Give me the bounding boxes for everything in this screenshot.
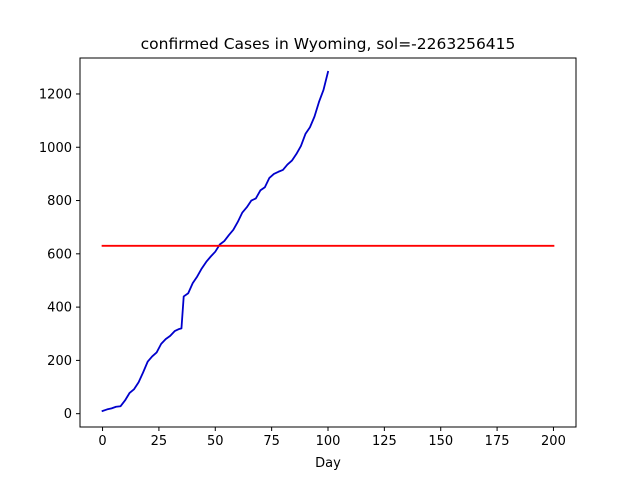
x-tick-label: 25	[151, 434, 168, 449]
plot-area	[80, 58, 576, 427]
y-tick-label: 400	[47, 301, 72, 316]
y-tick-label: 600	[47, 247, 72, 262]
x-tick-label: 200	[541, 434, 566, 449]
y-tick-label: 0	[64, 407, 72, 422]
x-tick-label: 125	[372, 434, 397, 449]
series-line-0	[101, 70, 330, 413]
x-axis-label: Day	[315, 456, 341, 471]
x-tick-label: 50	[207, 434, 224, 449]
x-axis-ticks: 0 25 50 75 100 125 150 175 200	[98, 427, 566, 449]
chart-title: confirmed Cases in Wyoming, sol=-2263256…	[141, 35, 516, 53]
y-tick-label: 200	[47, 354, 72, 369]
x-tick-label: 175	[485, 434, 510, 449]
series-layer	[101, 70, 555, 413]
plot-frame	[79, 57, 577, 428]
y-axis-ticks: 0 200 400 600 800 1000 1200	[39, 87, 80, 422]
x-tick-label: 100	[316, 434, 341, 449]
x-tick-label: 150	[428, 434, 453, 449]
x-tick-label: 0	[98, 434, 106, 449]
y-tick-label: 1200	[39, 87, 72, 102]
y-tick-label: 800	[47, 194, 72, 209]
x-tick-label: 75	[263, 434, 280, 449]
y-tick-label: 1000	[39, 141, 72, 156]
